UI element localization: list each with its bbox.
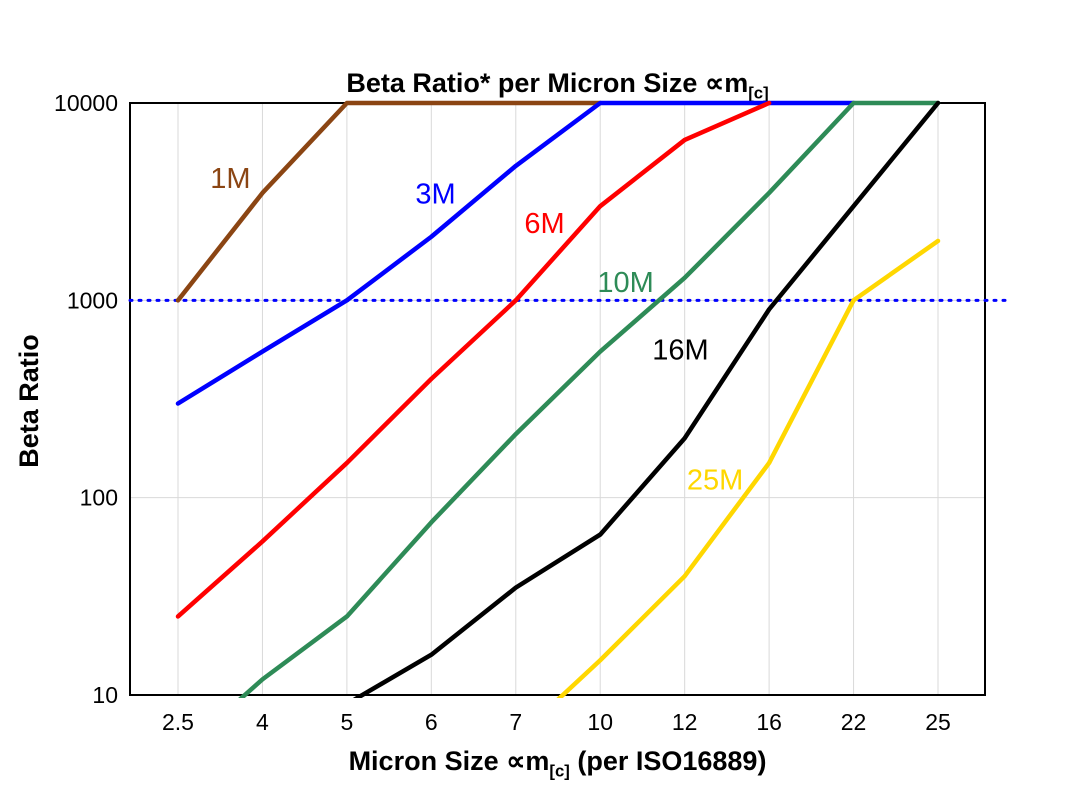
x-tick-label-6: 6 [425,709,438,735]
x-tick-label-10: 10 [587,709,613,735]
x-tick-label-25: 25 [925,709,951,735]
y-tick-label-100: 100 [80,485,118,511]
x-tick-label-5: 5 [340,709,353,735]
chart-title-main: Beta Ratio* per Micron Size ∝m [346,68,749,98]
series-label-16M: 16M [652,335,708,367]
series-label-1M: 1M [210,163,250,195]
y-tick-label-1000: 1000 [67,287,118,313]
x-tick-label-7: 7 [509,709,522,735]
chart-title: Beta Ratio* per Micron Size ∝m[c] [130,68,985,103]
x-tick-label-16: 16 [756,709,782,735]
x-axis-label-post: (per ISO16889) [569,746,767,776]
x-axis-label-pre: Micron Size ∝m [348,746,550,776]
series-line-16M [352,100,941,698]
series-label-25M: 25M [687,464,743,496]
y-tick-label-10: 10 [92,682,118,708]
plot-border [129,102,986,696]
x-tick-label-2.5: 2.5 [162,709,194,735]
x-tick-label-12: 12 [672,709,698,735]
y-tick-label-10000: 10000 [54,90,118,116]
x-axis-label: Micron Size ∝m[c] (per ISO16889) [130,746,985,781]
series-line-3M [175,100,856,406]
series-line-10M [238,100,941,698]
series-line-6M [175,100,772,619]
x-tick-label-22: 22 [841,709,867,735]
series-line-1M [175,100,603,303]
x-tick-label-4: 4 [256,709,269,735]
x-axis-label-subscript: [c] [549,761,570,781]
series-label-6M: 6M [524,208,564,240]
series-line-25M [556,238,941,698]
series-label-10M: 10M [597,267,653,299]
series-label-3M: 3M [415,178,455,210]
chart-title-subscript: [c] [748,83,769,103]
